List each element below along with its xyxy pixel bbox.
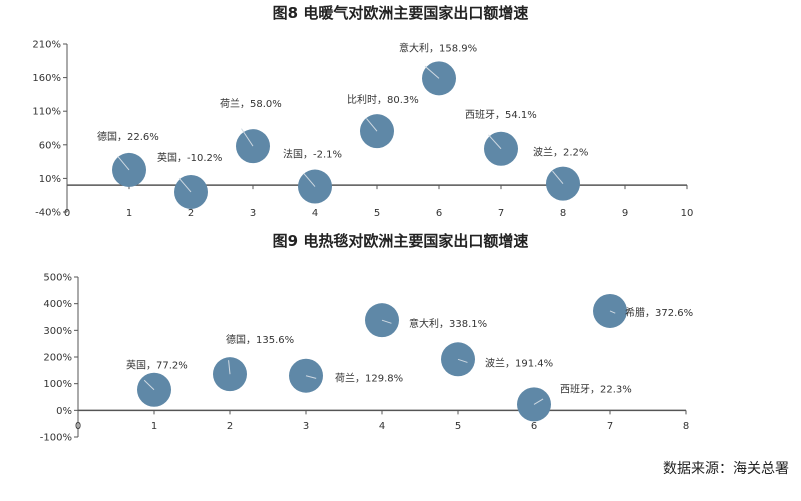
chart2-leader-line (381, 319, 392, 324)
chart1-y-tick-label: 160% (32, 73, 61, 84)
chart1-data-label: 西班牙，54.1% (465, 109, 537, 121)
chart2-x-tick-label: 0 (75, 421, 81, 432)
chart2-data-label: 希腊，372.6% (625, 306, 693, 319)
chart2-y-tick-label: 100% (43, 379, 72, 390)
chart2-data-label: 德国，135.6% (226, 333, 294, 346)
chart1-title: 图8 电暖气对欧洲主要国家出口额增速 (272, 4, 529, 22)
chart2-leader-line (609, 310, 616, 314)
chart1-x-tick-label: 10 (681, 208, 694, 219)
chart2-y-tick-label: 500% (43, 273, 72, 284)
chart1-x-tick-label: 1 (126, 208, 132, 219)
chart2-leader-line (457, 358, 468, 363)
chart1-x-tick-label: 7 (498, 208, 504, 219)
chart2-leader-line (305, 375, 317, 379)
chart2-title: 图9 电热毯对欧洲主要国家出口额增速 (272, 232, 529, 250)
chart1-x-tick-label: 0 (64, 208, 70, 219)
chart2-y-tick-label: 200% (43, 353, 72, 364)
chart2-x-tick-label: 2 (227, 421, 233, 432)
chart2-data-label: 荷兰，129.8% (335, 372, 403, 385)
chart1-data-label: 德国，22.6% (97, 130, 159, 143)
chart1-leader-line (488, 134, 502, 150)
chart2-x-tick-label: 5 (455, 421, 461, 432)
chart1-y-tick-label: 210% (32, 40, 61, 51)
chart1-y-tick-label: 110% (32, 107, 61, 118)
chart1-data-label: 荷兰，58.0% (220, 97, 282, 110)
chart1-x-tick-label: 9 (622, 208, 628, 219)
chart1-leader-line (178, 177, 192, 193)
chart1-data-label: 波兰，2.2% (533, 146, 588, 159)
chart2-y-tick-label: 400% (43, 299, 72, 310)
chart1-y-tick-label: 10% (39, 174, 61, 185)
chart2-y-tick-label: 0% (56, 406, 72, 417)
chart2-leader-line (143, 379, 155, 391)
chart1-x-tick-label: 4 (312, 208, 318, 219)
data-source: 数据来源：海关总署 (663, 461, 789, 477)
chart1-y-tick-label: 60% (39, 140, 61, 151)
chart2-leader-line (533, 398, 544, 405)
chart1-data-label: 英国，-10.2% (157, 151, 222, 164)
chart1-leader-line (366, 118, 378, 132)
chart2-data-label: 西班牙，22.3% (560, 383, 632, 395)
chart1-x-tick-label: 5 (374, 208, 380, 219)
chart1-leader-line (241, 128, 254, 147)
chart1-x-tick-label: 2 (188, 208, 194, 219)
chart1-leader-line (424, 65, 440, 79)
chart2-y-tick-label: -100% (40, 433, 72, 444)
chart1-x-tick-label: 6 (436, 208, 442, 219)
chart1-data-label: 比利时，80.3% (347, 94, 419, 106)
chart2-x-tick-label: 4 (379, 421, 385, 432)
chart1-x-tick-label: 3 (250, 208, 256, 219)
chart2-leader-line (228, 360, 231, 375)
chart1-data-label: 意大利，158.9% (399, 41, 477, 54)
chart1-y-tick-label: -40% (35, 208, 61, 219)
chart2-x-tick-label: 3 (303, 421, 309, 432)
chart2-x-tick-label: 7 (607, 421, 613, 432)
chart2-data-label: 英国，77.2% (126, 359, 188, 372)
chart2-x-tick-label: 6 (531, 421, 537, 432)
chart2-x-tick-label: 8 (683, 421, 689, 432)
chart2-y-tick-label: 300% (43, 326, 72, 337)
chart2-data-label: 波兰，191.4% (485, 356, 553, 369)
chart1-leader-line (303, 173, 316, 187)
chart1-data-label: 法国，-2.1% (283, 148, 342, 161)
chart1-x-tick-label: 8 (560, 208, 566, 219)
chart1-leader-line (117, 156, 130, 171)
chart1-leader-line (552, 170, 564, 184)
chart2-data-label: 意大利，338.1% (409, 317, 487, 330)
chart2-x-tick-label: 1 (151, 421, 157, 432)
